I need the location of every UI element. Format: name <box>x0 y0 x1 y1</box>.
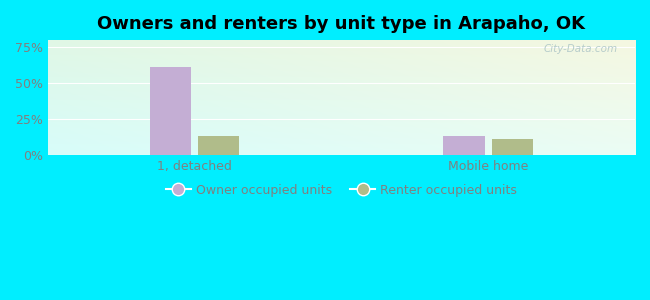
Legend: Owner occupied units, Renter occupied units: Owner occupied units, Renter occupied un… <box>161 178 523 202</box>
Title: Owners and renters by unit type in Arapaho, OK: Owners and renters by unit type in Arapa… <box>98 15 586 33</box>
Bar <box>443 136 484 155</box>
Bar <box>492 139 533 155</box>
Bar <box>198 136 239 155</box>
Text: City-Data.com: City-Data.com <box>543 44 618 54</box>
Bar <box>150 68 191 155</box>
